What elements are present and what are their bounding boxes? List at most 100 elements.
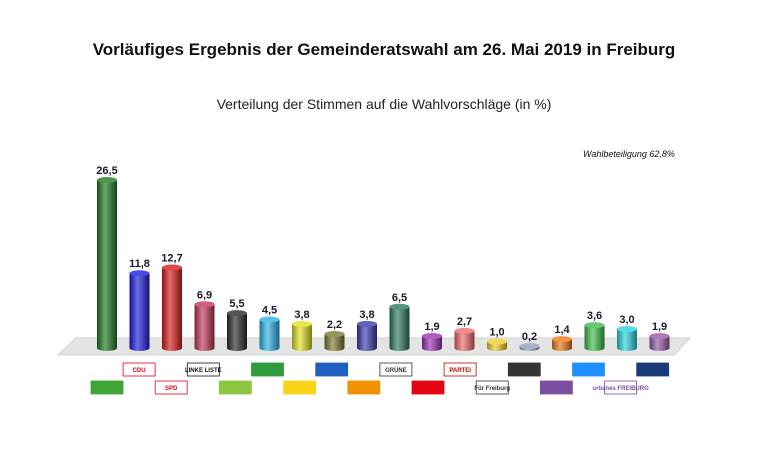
bar-body xyxy=(584,325,605,351)
bar-16: 3,6 xyxy=(584,310,605,351)
bar-body xyxy=(454,330,475,351)
bar-18: 1,9 xyxy=(649,321,670,351)
bar-value-label: 1,9 xyxy=(652,321,667,333)
bar-top xyxy=(292,320,312,327)
bar-top xyxy=(357,320,377,327)
party-logo-7 xyxy=(283,380,317,395)
bar-body xyxy=(649,335,670,351)
bar-body xyxy=(617,328,637,351)
bar-value-label: 11,8 xyxy=(129,258,150,270)
bar-value-label: 3,8 xyxy=(294,309,309,321)
bar-value-label: 0,2 xyxy=(522,331,537,343)
bar-top xyxy=(97,177,117,183)
bar-body xyxy=(194,304,215,351)
bar-top xyxy=(194,301,215,308)
party-logo-13: Für Freiburg xyxy=(474,380,510,395)
bar-2: 11,8 xyxy=(129,258,150,351)
bar-8: 2,2 xyxy=(324,319,345,351)
bar-value-label: 6,9 xyxy=(197,289,212,301)
party-logo-12: PARTEI xyxy=(443,362,477,377)
party-logo-17: urbanes FREIBURG xyxy=(592,380,649,395)
bar-body xyxy=(389,306,410,351)
bar-top xyxy=(584,322,605,329)
bar-value-label: 4,5 xyxy=(262,304,277,316)
bar-top xyxy=(552,336,572,343)
party-logo-6 xyxy=(251,362,284,377)
party-logo-text: CDU xyxy=(133,368,146,374)
party-logo-16 xyxy=(572,362,605,377)
bar-top xyxy=(162,264,182,271)
party-logo-9 xyxy=(347,380,381,395)
bar-7: 3,8 xyxy=(292,309,312,351)
bar-value-label: 3,8 xyxy=(359,309,374,321)
party-logo-text: PARTEI xyxy=(449,368,471,374)
bar-top xyxy=(617,325,637,332)
bar-value-label: 12,7 xyxy=(161,252,182,264)
party-logo-8 xyxy=(315,362,349,377)
bar-top xyxy=(649,332,670,339)
party-logo-5 xyxy=(218,380,252,395)
bar-body xyxy=(324,334,345,351)
party-logo-text: LINKE LISTE xyxy=(185,368,222,374)
bar-top xyxy=(487,338,507,345)
bar-top xyxy=(324,331,345,338)
bar-11: 1,9 xyxy=(422,321,442,351)
bar-body xyxy=(129,273,150,351)
bar-value-label: 1,9 xyxy=(424,321,439,333)
bar-6: 4,5 xyxy=(259,304,280,351)
bar-5: 5,5 xyxy=(227,298,247,351)
bar-value-label: 1,0 xyxy=(489,327,504,339)
bar-17: 3,0 xyxy=(617,314,637,351)
bar-1: 26,5 xyxy=(96,165,118,351)
bar-top xyxy=(422,332,442,339)
chart-subtitle: Verteilung der Stimmen auf die Wahlvorsc… xyxy=(216,96,552,112)
bar-value-label: 3,0 xyxy=(619,314,634,326)
bar-3: 12,7 xyxy=(161,252,183,351)
bar-4: 6,9 xyxy=(194,289,215,351)
party-logo-4: LINKE LISTE xyxy=(185,362,222,377)
party-logo-11 xyxy=(411,380,445,395)
party-logo-15 xyxy=(540,380,573,395)
party-logo-18 xyxy=(636,362,670,377)
bar-10: 6,5 xyxy=(389,292,410,351)
party-logo-text: GRÜNE xyxy=(385,367,407,374)
bar-top xyxy=(259,316,280,323)
bar-value-label: 26,5 xyxy=(96,165,117,177)
party-logo-text: urbanes FREIBURG xyxy=(592,386,649,392)
bar-top xyxy=(389,303,410,310)
bar-value-label: 1,4 xyxy=(554,324,570,336)
bar-top xyxy=(454,327,475,334)
bar-body xyxy=(292,323,312,351)
bar-value-label: 3,6 xyxy=(587,310,602,322)
bar-value-label: 5,5 xyxy=(229,298,244,310)
bar-9: 3,8 xyxy=(357,309,377,351)
party-logo-2: CDU xyxy=(122,362,156,377)
bar-13: 1,0 xyxy=(487,327,507,351)
bar-body xyxy=(97,180,117,351)
bar-value-label: 2,2 xyxy=(327,319,342,331)
bar-body xyxy=(259,319,280,351)
party-logos-group: CDU SPD LINKE LISTE GRÜNE PARTEI Für Freiburg… xyxy=(90,362,670,395)
bar-top xyxy=(129,270,150,277)
party-logo-10: GRÜNE xyxy=(379,362,413,377)
bar-body xyxy=(227,313,247,351)
bar-value-label: 6,5 xyxy=(392,292,407,304)
bar-top xyxy=(227,310,247,317)
party-logo-1 xyxy=(90,380,124,395)
party-logo-text: SPD xyxy=(165,386,178,392)
bar-15: 1,4 xyxy=(552,324,572,351)
chart-title: Vorläufiges Ergebnis der Gemeinderatswah… xyxy=(92,40,676,59)
party-logo-3: SPD xyxy=(154,380,188,395)
party-logo-14 xyxy=(507,362,541,377)
bar-body xyxy=(422,335,442,351)
bar-14: 0,2 xyxy=(519,331,540,351)
bar-12: 2,7 xyxy=(454,316,475,351)
turnout-annotation: Wahlbeteiligung 62,8% xyxy=(583,149,675,159)
bar-body xyxy=(162,267,182,351)
bar-body xyxy=(552,339,572,351)
party-logo-text: Für Freiburg xyxy=(474,386,510,392)
bar-value-label: 2,7 xyxy=(457,316,472,328)
bar-body xyxy=(357,323,377,351)
bar-top xyxy=(519,343,540,349)
